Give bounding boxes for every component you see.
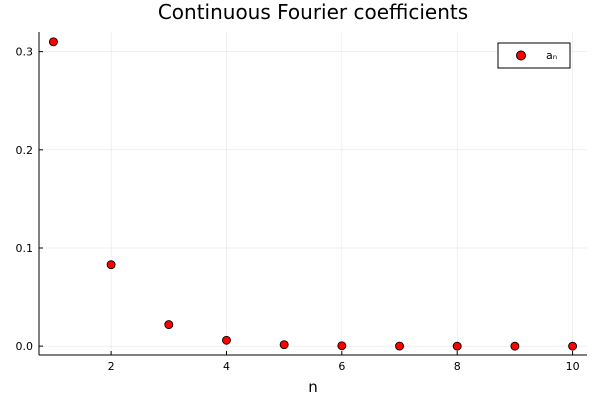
data-point	[395, 341, 404, 351]
data-point	[48, 37, 58, 47]
y-tick-label: 0.0	[16, 340, 34, 353]
data-points	[48, 37, 578, 351]
data-point	[279, 340, 289, 350]
axes	[38, 32, 587, 356]
data-point	[337, 341, 347, 351]
y-tick-label: 0.3	[16, 46, 34, 59]
data-point	[106, 260, 116, 270]
grid	[39, 32, 587, 355]
y-tick-label: 0.1	[16, 242, 34, 255]
legend-box	[497, 42, 571, 69]
ticks: 2 4 6 8 10 0.0 0.1 0.2 0.3	[16, 46, 580, 373]
x-tick-label: 10	[566, 360, 580, 373]
data-point	[568, 341, 578, 351]
x-axis-label: n	[308, 378, 318, 396]
x-tick-label: 4	[223, 360, 230, 373]
chart-title: Continuous Fourier coefficients	[158, 0, 468, 24]
legend-marker	[516, 50, 526, 61]
data-point	[510, 341, 520, 351]
legend: aₙ	[497, 42, 571, 69]
x-tick-label: 2	[108, 360, 115, 373]
data-point	[222, 335, 231, 345]
data-point	[452, 341, 462, 351]
x-tick-label: 6	[338, 360, 345, 373]
data-point	[164, 320, 174, 330]
y-tick-label: 0.2	[16, 144, 34, 157]
x-tick-label: 8	[454, 360, 461, 373]
legend-label: aₙ	[546, 49, 557, 62]
